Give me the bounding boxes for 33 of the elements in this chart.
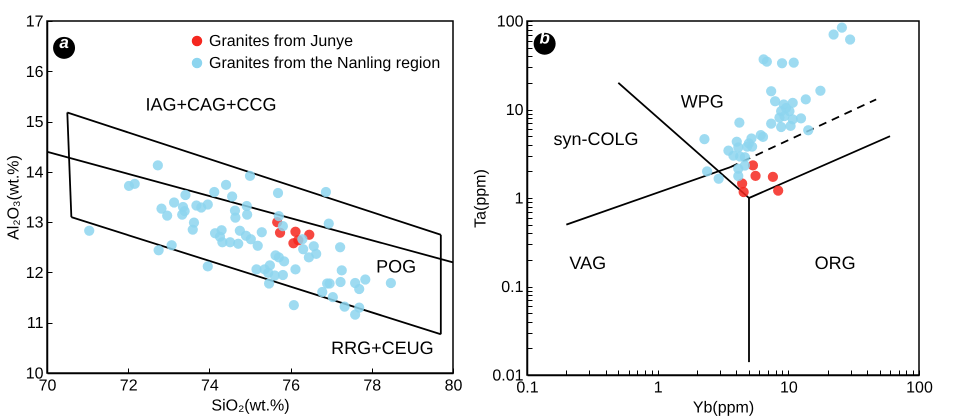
y-tick-label: 10 [506, 102, 524, 119]
y-tick-label: 16 [26, 64, 44, 81]
x-tick-label: 80 [444, 378, 462, 394]
x-tick-label: 76 [282, 378, 300, 394]
y-tick-label: 13 [26, 214, 44, 232]
x-tick-label: 1 [654, 380, 663, 396]
y-tick-label: 100 [496, 14, 524, 30]
y-tick-label: 14 [26, 164, 44, 182]
annotation: ORG [814, 253, 856, 274]
x-tick-label: 74 [201, 378, 219, 394]
annotation: WPG [680, 91, 724, 112]
legend-label: Granites from Junye [209, 33, 354, 50]
x-tick-label: 72 [120, 378, 138, 394]
annotation: a [59, 32, 69, 52]
x-tick-label: 78 [363, 378, 382, 394]
annotation: POG [376, 256, 416, 276]
y-tick-label: 15 [26, 114, 44, 132]
legend-label: Granites from the Nanling region [209, 55, 440, 72]
x-axis-title: Yb(ppm) [692, 400, 754, 416]
y-axis-title: Al₂O₃(wt.%) [6, 155, 23, 240]
annotation: RRG+CEUG [331, 338, 434, 358]
annotation: VAG [569, 253, 606, 274]
y-tick-label: 1 [514, 190, 524, 208]
y-tick-label: 0.1 [501, 279, 524, 296]
x-tick-label: 100 [906, 380, 933, 396]
annotation: IAG+CAG+CCG [146, 94, 277, 114]
annotation: syn-COLG [553, 128, 639, 149]
y-tick-label: 17 [26, 14, 44, 30]
y-tick-label: 11 [26, 315, 44, 332]
x-axis-title: SiO₂(wt.%) [211, 398, 290, 414]
y-tick-label: 12 [26, 264, 44, 282]
y-axis-title: Ta(ppm) [472, 169, 490, 228]
x-tick-label: 10 [780, 380, 798, 396]
